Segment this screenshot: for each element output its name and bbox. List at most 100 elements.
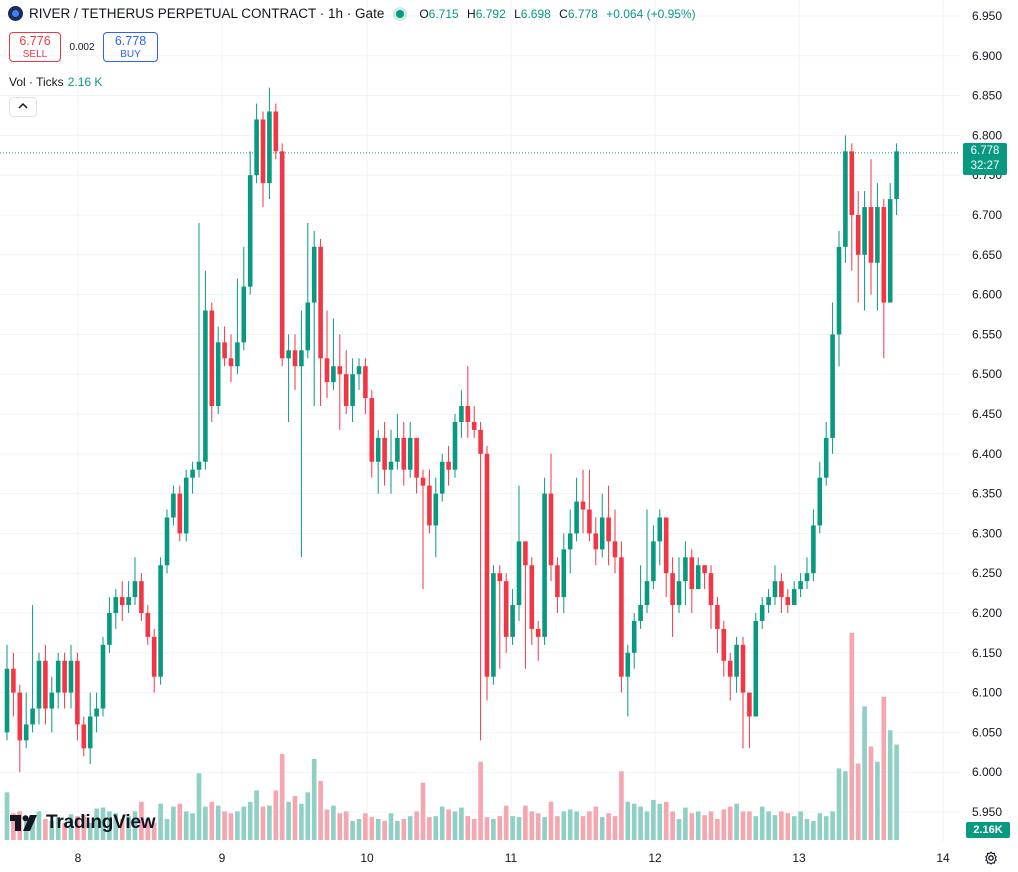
volume-bar: [183, 811, 189, 840]
gear-icon[interactable]: [984, 851, 998, 865]
volume-bars: [4, 632, 899, 840]
volume-bar: [715, 819, 720, 840]
volume-bar: [279, 754, 285, 840]
candle-body: [190, 469, 195, 478]
time-tick-label: 9: [219, 851, 226, 865]
volume-bar: [587, 811, 592, 840]
price-tick-label: 6.650: [972, 248, 1002, 262]
candle-body: [446, 461, 451, 470]
volume-bar: [190, 813, 195, 840]
candle-body: [273, 111, 279, 152]
volume-bar: [510, 816, 515, 840]
candle-body: [203, 310, 208, 462]
candle-body: [177, 493, 183, 534]
volume-bar: [260, 806, 266, 840]
time-tick-label: 10: [360, 851, 374, 865]
volume-bar: [36, 811, 42, 840]
volume-bar: [631, 803, 637, 840]
buy-button[interactable]: 6.778 BUY: [103, 32, 158, 62]
candle-body: [382, 437, 387, 470]
volume-bar: [779, 811, 784, 840]
volume-bar: [55, 817, 61, 840]
volume-bar: [177, 803, 183, 840]
volume-bar: [516, 817, 522, 840]
price-tick-label: 6.950: [972, 9, 1002, 23]
candle-body: [113, 597, 119, 613]
candle-body: [286, 350, 291, 359]
volume-bar: [382, 820, 387, 840]
candle-body: [279, 151, 285, 359]
price-tick-label: 6.600: [972, 288, 1002, 302]
symbol-title[interactable]: RIVER / TETHERUS PERPETUAL CONTRACT · 1h…: [29, 6, 385, 21]
volume-bar: [836, 768, 842, 840]
volume-bar: [75, 816, 80, 840]
candle-body: [433, 493, 439, 526]
volume-bar: [894, 744, 899, 840]
candle-body: [23, 724, 29, 741]
candle-body: [721, 628, 727, 661]
candle-body: [299, 350, 304, 367]
volume-bar: [388, 813, 394, 840]
volume-bar: [459, 807, 464, 840]
candle-body: [894, 151, 899, 200]
candle-body: [158, 565, 163, 677]
volume-bar: [324, 809, 330, 840]
volume-bar: [126, 816, 131, 840]
volume-bar: [414, 811, 419, 840]
volume-bar: [11, 813, 16, 840]
volume-bar: [196, 773, 202, 840]
volume-bar: [612, 816, 618, 840]
volume-bar: [663, 801, 669, 840]
sell-button[interactable]: 6.776 SELL: [9, 32, 61, 62]
volume-bar: [855, 763, 861, 840]
sell-price: 6.776: [19, 34, 51, 48]
candle-body: [11, 668, 16, 693]
candle-body: [657, 517, 663, 542]
volume-bar: [599, 817, 605, 840]
volume-bar: [119, 819, 125, 840]
volume-bar: [625, 801, 631, 840]
price-tick-label: 6.300: [972, 526, 1002, 540]
candle-body: [708, 573, 714, 606]
price-axis[interactable]: 6.9506.9006.8506.8006.7506.7006.6506.600…: [972, 9, 1002, 819]
candle-body: [107, 613, 112, 645]
candle-body: [414, 437, 419, 478]
candle-body: [875, 207, 880, 263]
candle-body: [580, 501, 586, 510]
volume-bar: [727, 806, 733, 840]
candle-body: [759, 605, 765, 621]
volume-bar: [567, 809, 573, 840]
candle-body: [535, 628, 541, 637]
candle-body: [81, 724, 87, 749]
volume-bar: [305, 792, 311, 840]
price-tick-label: 6.850: [972, 89, 1002, 103]
candle-body: [484, 453, 490, 677]
candle-body: [862, 207, 867, 255]
candle-body: [222, 342, 227, 359]
volume-axis-label: 2.16K: [966, 822, 1010, 838]
price-tick-label: 6.900: [972, 49, 1002, 63]
collapse-legend-button[interactable]: [9, 97, 37, 117]
volume-bar: [43, 819, 48, 840]
volume-bar: [241, 806, 247, 840]
candle-body: [356, 366, 362, 375]
candle-body: [62, 660, 67, 693]
candle-body: [427, 485, 432, 526]
tradingview-logo[interactable]: TradingView: [10, 812, 156, 834]
buy-label: BUY: [120, 49, 141, 60]
candle-body: [151, 636, 157, 677]
volume-bar: [311, 758, 317, 840]
volume-bar: [343, 811, 349, 840]
candle-body: [753, 620, 759, 717]
current-price-label: 6.778 32:27: [963, 143, 1007, 175]
candle-body: [644, 581, 650, 606]
time-axis[interactable]: 8 9 10 11 12 13 14: [75, 851, 950, 865]
volume-bar: [606, 813, 611, 840]
volume-legend[interactable]: Vol · Ticks 2.16 K: [9, 75, 102, 89]
price-candles: [4, 87, 899, 773]
volume-bar: [369, 817, 375, 840]
candle-body: [887, 199, 893, 303]
volume-bar: [497, 816, 503, 840]
candle-body: [17, 692, 23, 741]
